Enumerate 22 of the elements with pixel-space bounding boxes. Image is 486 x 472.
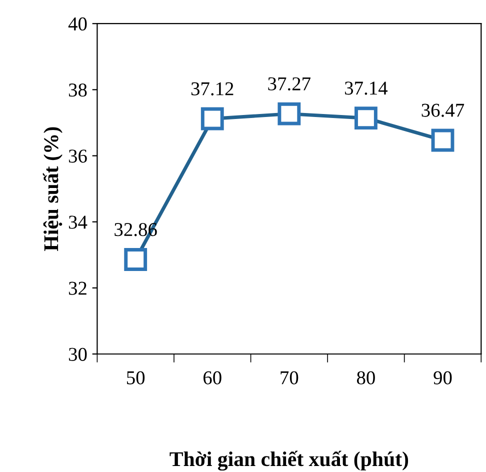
point xyxy=(200,107,224,130)
data-label: 36.47 xyxy=(422,104,464,117)
point xyxy=(124,248,148,271)
y-tick-label: 34 xyxy=(68,216,88,229)
point xyxy=(354,106,378,130)
data-label: 37.14 xyxy=(345,82,388,95)
point xyxy=(431,128,454,152)
point xyxy=(278,102,301,126)
x-tick-label: 50 xyxy=(127,371,145,384)
y-tick-label: 30 xyxy=(68,348,87,361)
y-tick-label: 36 xyxy=(68,150,87,163)
data-label: 37.12 xyxy=(191,82,234,96)
x-tick-label: 70 xyxy=(280,371,298,384)
y-tick-label: 38 xyxy=(68,83,87,97)
x-tick-label: 90 xyxy=(434,371,452,384)
x-tick-label: 80 xyxy=(356,371,375,384)
x-axis-title: Thời gian chiết xuất (phút) xyxy=(170,450,408,471)
data-label: 37.27 xyxy=(268,77,310,90)
y-axis-title: Hiệu suất (%) xyxy=(42,127,62,251)
x-tick-label: 60 xyxy=(203,371,222,384)
y-tick-label: 32 xyxy=(68,282,86,295)
y-tick-label: 40 xyxy=(68,17,87,31)
